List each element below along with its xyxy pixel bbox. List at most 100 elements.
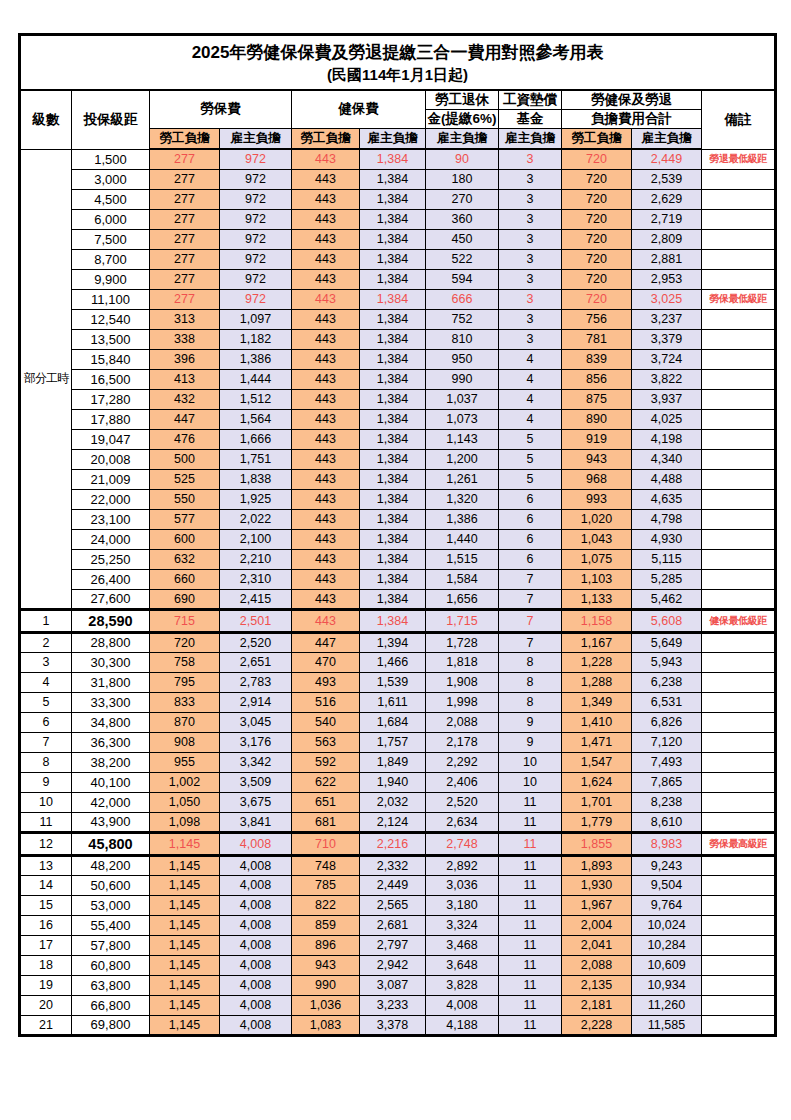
remark-cell — [702, 792, 776, 812]
level-cell: 13 — [20, 855, 72, 875]
bracket-cell: 23,100 — [72, 509, 150, 529]
value-cell: 2,634 — [426, 812, 499, 832]
value-cell: 277 — [150, 249, 220, 269]
remark-cell — [702, 875, 776, 895]
value-cell: 972 — [220, 209, 292, 229]
value-cell: 3,324 — [426, 915, 499, 935]
value-cell: 443 — [292, 149, 360, 169]
value-cell: 2,292 — [426, 752, 499, 772]
value-cell: 1,384 — [360, 549, 426, 569]
remark-cell: 勞保最高級距 — [702, 832, 776, 855]
value-cell: 6 — [499, 549, 562, 569]
value-cell: 10 — [499, 772, 562, 792]
bracket-cell: 25,250 — [72, 549, 150, 569]
value-cell: 1,384 — [360, 309, 426, 329]
value-cell: 3,468 — [426, 935, 499, 955]
bracket-cell: 22,000 — [72, 489, 150, 509]
value-cell: 993 — [562, 489, 632, 509]
bracket-cell: 21,009 — [72, 469, 150, 489]
table-row: 940,1001,0023,5096221,9402,406101,6247,8… — [20, 772, 776, 792]
value-cell: 2,032 — [360, 792, 426, 812]
remark-cell — [702, 935, 776, 955]
value-cell: 955 — [150, 752, 220, 772]
value-cell: 3,036 — [426, 875, 499, 895]
value-cell: 972 — [220, 269, 292, 289]
value-cell: 1,855 — [562, 832, 632, 855]
level-cell: 15 — [20, 895, 72, 915]
bracket-cell: 48,200 — [72, 855, 150, 875]
value-cell: 1,384 — [360, 609, 426, 632]
remark-cell — [702, 529, 776, 549]
remark-cell — [702, 995, 776, 1015]
value-cell: 2,629 — [632, 189, 702, 209]
value-cell: 476 — [150, 429, 220, 449]
bracket-cell: 16,500 — [72, 369, 150, 389]
bracket-cell: 3,000 — [72, 169, 150, 189]
value-cell: 3,087 — [360, 975, 426, 995]
level-cell: 4 — [20, 672, 72, 692]
value-cell: 2,310 — [220, 569, 292, 589]
bracket-cell: 26,400 — [72, 569, 150, 589]
subheader-health-employee: 勞工負擔 — [292, 128, 360, 149]
value-cell: 1,684 — [360, 712, 426, 732]
value-cell: 3 — [499, 309, 562, 329]
value-cell: 1,145 — [150, 955, 220, 975]
value-cell: 781 — [562, 329, 632, 349]
remark-cell — [702, 349, 776, 369]
value-cell: 3 — [499, 289, 562, 309]
value-cell: 1,384 — [360, 449, 426, 469]
value-cell: 11 — [499, 995, 562, 1015]
value-cell: 1,384 — [360, 409, 426, 429]
col-header-pension-line1: 勞工退休 — [426, 90, 499, 110]
value-cell: 972 — [220, 229, 292, 249]
value-cell: 1,584 — [426, 569, 499, 589]
remark-cell — [702, 329, 776, 349]
value-cell: 4,008 — [220, 1015, 292, 1035]
bracket-cell: 8,700 — [72, 249, 150, 269]
value-cell: 443 — [292, 209, 360, 229]
bracket-cell: 28,800 — [72, 632, 150, 652]
value-cell: 396 — [150, 349, 220, 369]
value-cell: 3,822 — [632, 369, 702, 389]
level-cell: 9 — [20, 772, 72, 792]
value-cell: 720 — [562, 289, 632, 309]
value-cell: 1,384 — [360, 149, 426, 169]
value-cell: 11 — [499, 955, 562, 975]
value-cell: 577 — [150, 509, 220, 529]
table-row: 11,1002779724431,38466637203,025勞保最低級距 — [20, 289, 776, 309]
value-cell: 5 — [499, 429, 562, 449]
value-cell: 1,145 — [150, 832, 220, 855]
level-cell: 17 — [20, 935, 72, 955]
value-cell: 443 — [292, 549, 360, 569]
bracket-cell: 36,300 — [72, 732, 150, 752]
value-cell: 3,342 — [220, 752, 292, 772]
table-row: 1245,8001,1454,0087102,2162,748111,8558,… — [20, 832, 776, 855]
value-cell: 9 — [499, 732, 562, 752]
value-cell: 443 — [292, 289, 360, 309]
value-cell: 950 — [426, 349, 499, 369]
value-cell: 2,651 — [220, 652, 292, 672]
level-cell: 7 — [20, 732, 72, 752]
subheader-labor-employer: 雇主負擔 — [220, 128, 292, 149]
value-cell: 1,384 — [360, 469, 426, 489]
remark-cell — [702, 915, 776, 935]
value-cell: 443 — [292, 249, 360, 269]
value-cell: 9,764 — [632, 895, 702, 915]
value-cell: 1,564 — [220, 409, 292, 429]
value-cell: 1,539 — [360, 672, 426, 692]
bracket-cell: 69,800 — [72, 1015, 150, 1035]
bracket-cell: 6,000 — [72, 209, 150, 229]
value-cell: 1,145 — [150, 915, 220, 935]
remark-cell — [702, 549, 776, 569]
value-cell: 443 — [292, 569, 360, 589]
value-cell: 1,384 — [360, 229, 426, 249]
table-row: 13,5003381,1824431,38481037813,379 — [20, 329, 776, 349]
value-cell: 2,004 — [562, 915, 632, 935]
value-cell: 4,008 — [220, 955, 292, 975]
value-cell: 338 — [150, 329, 220, 349]
value-cell: 972 — [220, 289, 292, 309]
remark-cell — [702, 489, 776, 509]
value-cell: 443 — [292, 429, 360, 449]
table-row: 7,5002779724431,38445037202,809 — [20, 229, 776, 249]
value-cell: 10,024 — [632, 915, 702, 935]
